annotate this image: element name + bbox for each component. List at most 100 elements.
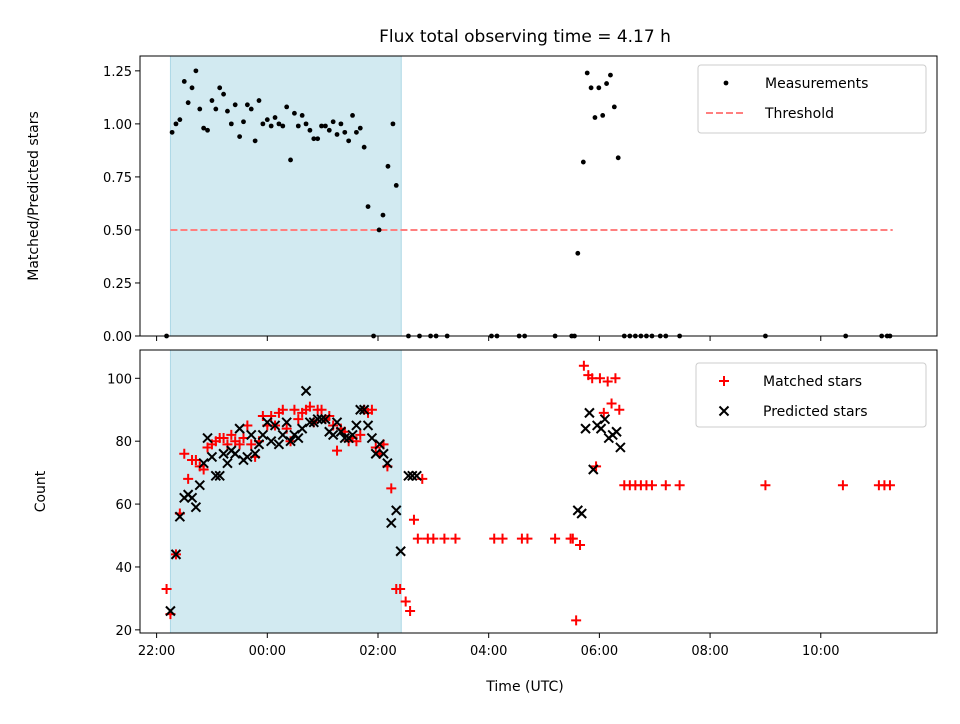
- data-point: [190, 502, 202, 513]
- data-point: [222, 457, 233, 469]
- data-point: [598, 407, 609, 418]
- data-point: [602, 376, 613, 387]
- legend-label: Predicted stars: [763, 404, 868, 420]
- data-point: [350, 112, 355, 118]
- data-point: [232, 102, 238, 108]
- data-point: [571, 615, 582, 626]
- data-point: [218, 433, 229, 444]
- data-point: [361, 144, 367, 150]
- data-point: [205, 127, 210, 133]
- data-point: [262, 417, 273, 428]
- data-point: [183, 473, 194, 484]
- legend-label: Matched stars: [763, 374, 862, 390]
- data-point: [265, 435, 277, 447]
- legend-box: [697, 64, 927, 134]
- legend-label: Measurements: [765, 76, 868, 92]
- data-point: [346, 138, 352, 144]
- data-point: [576, 508, 587, 519]
- y-tick-label: 0.50: [103, 224, 132, 239]
- data-point: [382, 457, 393, 469]
- data-point: [884, 480, 895, 491]
- data-point: [284, 104, 290, 110]
- data-point: [210, 470, 222, 481]
- data-point: [277, 429, 289, 441]
- data-point: [357, 125, 363, 131]
- y-axis-label: Count: [33, 470, 49, 512]
- x-tick-label: 06:00: [581, 644, 618, 659]
- x-tick-label: 10:00: [802, 644, 839, 659]
- data-point: [395, 583, 406, 594]
- data-point: [338, 121, 344, 127]
- data-point: [253, 439, 265, 450]
- data-point: [390, 121, 396, 127]
- data-point: [272, 115, 278, 120]
- data-point: [173, 121, 179, 127]
- data-point: [595, 423, 607, 434]
- y-tick-label: 60: [115, 498, 132, 513]
- data-point: [606, 398, 617, 409]
- data-point: [365, 204, 371, 210]
- data-point: [592, 115, 598, 120]
- data-point: [578, 360, 589, 371]
- data-point: [611, 426, 622, 437]
- data-point: [355, 429, 366, 440]
- x-tick-label: 08:00: [691, 644, 728, 659]
- data-point: [170, 549, 182, 560]
- data-point: [339, 432, 350, 444]
- data-point: [760, 480, 771, 491]
- data-point: [248, 106, 254, 112]
- data-point: [380, 212, 386, 218]
- data-point: [288, 157, 293, 163]
- data-point: [296, 423, 308, 434]
- y-tick-label: 20: [115, 624, 132, 639]
- data-point: [584, 407, 595, 419]
- data-point: [304, 417, 316, 428]
- data-point: [599, 413, 611, 425]
- legend: Measurements Threshold: [697, 64, 927, 134]
- data-point: [837, 480, 848, 491]
- data-point: [588, 85, 594, 91]
- data-point: [351, 420, 362, 431]
- data-point: [307, 127, 313, 133]
- data-point: [412, 533, 423, 544]
- x-tick-label: 00:00: [249, 644, 286, 659]
- data-point: [385, 163, 391, 169]
- data-point: [181, 79, 187, 84]
- data-point: [596, 85, 602, 91]
- data-point: [277, 404, 288, 415]
- legend-label: Threshold: [764, 106, 834, 122]
- data-point: [252, 138, 258, 144]
- data-point: [194, 480, 205, 491]
- data-point: [331, 417, 343, 428]
- data-point: [217, 85, 223, 91]
- data-point: [249, 448, 261, 459]
- data-point: [174, 511, 186, 522]
- data-point: [660, 480, 671, 491]
- y-tick-label: 1.25: [103, 65, 132, 80]
- data-point: [407, 470, 418, 481]
- data-point: [391, 505, 402, 516]
- data-point: [370, 448, 381, 459]
- data-point: [522, 533, 533, 544]
- data-point: [169, 129, 175, 135]
- data-point: [299, 112, 305, 118]
- data-point: [335, 426, 347, 437]
- data-point: [289, 404, 300, 415]
- data-point: [362, 420, 374, 431]
- data-point: [332, 445, 343, 456]
- data-point: [355, 404, 366, 415]
- shaded-span: [169, 55, 402, 337]
- data-point: [264, 117, 270, 123]
- data-point: [209, 98, 215, 103]
- data-point: [323, 123, 328, 129]
- data-point: [366, 404, 377, 415]
- y-axis-label: Matched/Predicted stars: [26, 111, 42, 281]
- data-point: [273, 439, 285, 450]
- data-point: [615, 155, 621, 161]
- data-point: [439, 533, 450, 544]
- data-point: [600, 112, 606, 118]
- data-point: [177, 117, 183, 123]
- data-point: [276, 121, 282, 127]
- axes-frame: [139, 349, 938, 634]
- data-point: [280, 123, 286, 129]
